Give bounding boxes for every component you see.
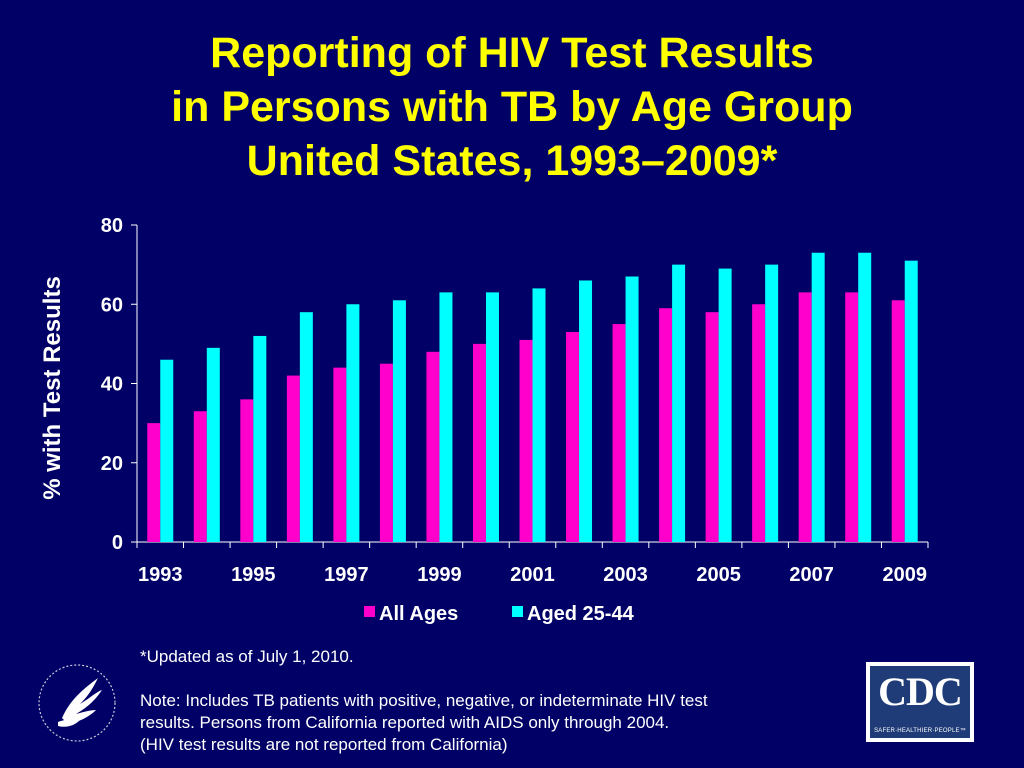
y-tick-label: 0 bbox=[112, 532, 123, 554]
note-line-1: Note: Includes TB patients with positive… bbox=[140, 691, 708, 710]
x-tick-label: 1995 bbox=[231, 564, 276, 586]
x-tick-label: 1993 bbox=[138, 564, 183, 586]
bar-aged-25-44-1997 bbox=[346, 304, 360, 542]
bar-all-ages-1995 bbox=[240, 399, 254, 542]
cdc-logo-text: CDC bbox=[878, 669, 963, 714]
bar-aged-25-44-2000 bbox=[485, 292, 499, 542]
y-tick-label: 20 bbox=[101, 453, 123, 475]
bar-aged-25-44-2008 bbox=[858, 252, 872, 543]
bar-all-ages-2004 bbox=[659, 308, 673, 542]
x-tick-label: 1999 bbox=[417, 564, 462, 586]
bar-aged-25-44-2009 bbox=[904, 260, 918, 542]
bar-aged-25-44-1999 bbox=[439, 292, 453, 542]
x-tick-label: 2001 bbox=[510, 564, 555, 586]
bar-chart: 0 20 40 60 80 1993 1995 1997 1999 2001 2003 2005 200… bbox=[39, 215, 929, 625]
cdc-logo-tagline: SAFER·HEALTHIER·PEOPLE™ bbox=[874, 728, 966, 734]
bar-all-ages-2005 bbox=[705, 312, 719, 542]
cdc-logo: CDC SAFER·HEALTHIER·PEOPLE™ bbox=[866, 662, 974, 742]
bar-aged-25-44-2007 bbox=[811, 252, 825, 543]
bar-all-ages-2002 bbox=[566, 331, 580, 542]
hhs-eagle-icon bbox=[38, 664, 116, 742]
bar-all-ages-2003 bbox=[612, 324, 626, 542]
y-tick-label: 40 bbox=[101, 374, 123, 396]
title-line-3: United States, 1993–2009* bbox=[246, 137, 778, 185]
y-axis-title: % with Test Results bbox=[39, 276, 66, 500]
bar-aged-25-44-2005 bbox=[718, 268, 732, 542]
x-tick-label: 2005 bbox=[696, 564, 741, 586]
title-line-1: Reporting of HIV Test Results bbox=[210, 29, 814, 77]
bar-all-ages-1993 bbox=[147, 423, 161, 542]
x-tick-label: 2009 bbox=[882, 564, 927, 586]
bar-aged-25-44-2004 bbox=[672, 264, 686, 542]
bar-all-ages-1996 bbox=[286, 375, 300, 542]
bar-aged-25-44-2006 bbox=[765, 264, 779, 542]
slide-title: Reporting of HIV Test Results in Persons… bbox=[0, 26, 1024, 188]
bar-all-ages-1994 bbox=[193, 411, 207, 542]
bar-all-ages-2001 bbox=[519, 339, 533, 542]
legend-aged-25-44-swatch bbox=[512, 606, 523, 617]
y-tick-label: 60 bbox=[101, 294, 123, 316]
updated-note: *Updated as of July 1, 2010. bbox=[140, 647, 354, 666]
bar-aged-25-44-1998 bbox=[392, 300, 406, 542]
legend-all-ages-swatch bbox=[364, 606, 375, 617]
bar-aged-25-44-1993 bbox=[160, 359, 174, 542]
bar-aged-25-44-2001 bbox=[532, 288, 546, 542]
title-line-2: in Persons with TB by Age Group bbox=[171, 83, 853, 131]
bar-all-ages-2000 bbox=[472, 343, 486, 542]
x-tick-label: 2007 bbox=[789, 564, 834, 586]
bar-all-ages-1999 bbox=[426, 351, 440, 542]
bar-all-ages-2009 bbox=[891, 300, 905, 542]
bar-all-ages-2008 bbox=[845, 292, 859, 542]
x-tick-label: 1997 bbox=[324, 564, 369, 586]
bar-aged-25-44-1995 bbox=[253, 335, 267, 542]
footnote: *Updated as of July 1, 2010. Note: Inclu… bbox=[140, 646, 708, 756]
note-line-2: results. Persons from California reporte… bbox=[140, 713, 670, 732]
y-tick-label: 80 bbox=[101, 215, 123, 237]
bar-all-ages-2007 bbox=[798, 292, 812, 542]
bar-aged-25-44-1996 bbox=[299, 312, 313, 542]
note-line-3: (HIV test results are not reported from … bbox=[140, 735, 508, 754]
bar-all-ages-2006 bbox=[752, 304, 766, 542]
bar-all-ages-1997 bbox=[333, 367, 347, 542]
legend-all-ages-label: All Ages bbox=[379, 603, 458, 625]
bar-aged-25-44-2003 bbox=[625, 276, 639, 542]
x-tick-label: 2003 bbox=[603, 564, 648, 586]
legend-aged-25-44-label: Aged 25-44 bbox=[527, 603, 635, 625]
bar-aged-25-44-1994 bbox=[206, 347, 220, 542]
bar-all-ages-1998 bbox=[379, 363, 393, 542]
bar-aged-25-44-2002 bbox=[579, 280, 593, 542]
